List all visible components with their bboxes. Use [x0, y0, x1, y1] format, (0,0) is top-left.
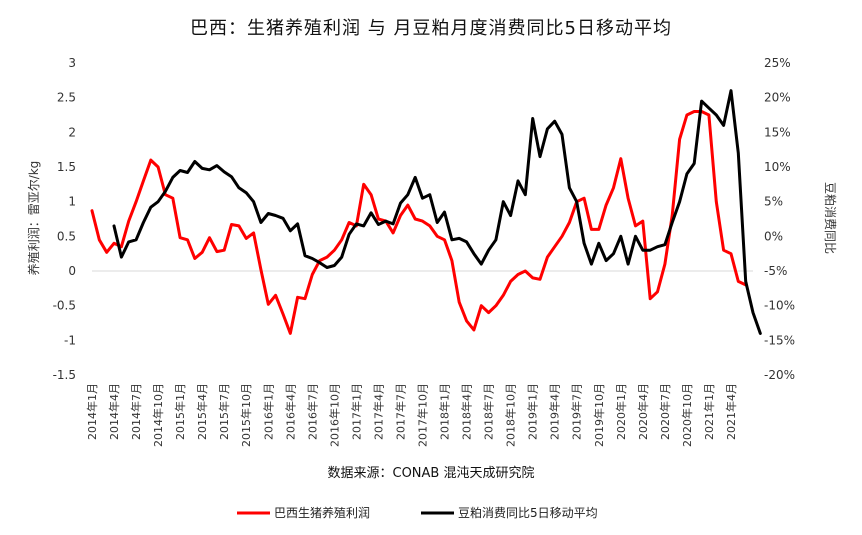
x-tick-label: 2018年1月: [438, 383, 452, 440]
left-tick-label: -1: [64, 333, 76, 347]
x-tick-label: 2015年7月: [217, 383, 231, 440]
x-tick-label: 2019年4月: [548, 383, 562, 440]
x-tick-label: 2016年7月: [305, 383, 319, 440]
x-tick-label: 2018年7月: [482, 383, 496, 440]
left-tick-label: 2: [68, 125, 76, 139]
x-tick-label: 2014年10月: [151, 383, 165, 447]
right-tick-label: -10%: [764, 299, 795, 313]
left-tick-label: -1.5: [53, 368, 76, 382]
legend-label-soymeal: 豆粕消费同比5日移动平均: [458, 505, 598, 520]
x-tick-label: 2016年1月: [261, 383, 275, 440]
left-tick-label: -0.5: [53, 299, 76, 313]
right-tick-label: 15%: [764, 125, 791, 139]
x-tick-label: 2021年4月: [724, 383, 738, 440]
x-tick-label: 2020年4月: [636, 383, 650, 440]
x-tick-label: 2020年1月: [614, 383, 628, 440]
left-axis-title: 养殖利润：雷亚尔/kg: [26, 161, 41, 276]
x-tick-label: 2015年10月: [239, 383, 253, 447]
left-axis: 3 2.5 2 1.5 1 0.5 0 -0.5 -1 -1.5: [53, 56, 76, 382]
legend: 巴西生猪养殖利润 豆粕消费同比5日移动平均: [237, 505, 598, 520]
x-tick-label: 2018年4月: [460, 383, 474, 440]
x-tick-label: 2015年4月: [195, 383, 209, 440]
right-tick-label: -15%: [764, 333, 795, 347]
left-tick-label: 1: [68, 195, 76, 209]
right-tick-label: -20%: [764, 368, 795, 382]
x-tick-label: 2017年7月: [393, 383, 407, 440]
series-line-soymeal: [112, 89, 762, 335]
right-tick-label: 20%: [764, 91, 791, 105]
left-tick-label: 3: [68, 56, 76, 70]
x-tick-label: 2014年7月: [129, 383, 143, 440]
left-tick-label: 0: [68, 264, 76, 278]
right-tick-label: -5%: [764, 264, 787, 278]
chart-title: 巴西：生猪养殖利润 与 月豆粕月度消费同比5日移动平均: [190, 17, 672, 39]
x-tick-label: 2014年1月: [85, 383, 99, 440]
x-tick-label: 2017年1月: [349, 383, 363, 440]
x-tick-label: 2014年4月: [107, 383, 121, 440]
legend-label-profit: 巴西生猪养殖利润: [274, 505, 370, 520]
right-axis-title: 豆粕消费同比: [823, 182, 838, 254]
left-tick-label: 0.5: [57, 229, 76, 243]
plot-area: 3 2.5 2 1.5 1 0.5 0 -0.5 -1 -1.5 25% 20% 15% 10% 5% 0%…: [53, 56, 795, 447]
x-tick-label: 2017年10月: [416, 383, 430, 447]
right-tick-label: 0%: [764, 229, 783, 243]
x-tick-label: 2017年4月: [371, 383, 385, 440]
x-tick-label: 2020年10月: [680, 383, 694, 447]
x-tick-label: 2019年1月: [526, 383, 540, 440]
x-tick-label: 2020年7月: [658, 383, 672, 440]
right-tick-label: 25%: [764, 56, 791, 70]
series-layer: [90, 89, 762, 335]
right-axis: 25% 20% 15% 10% 5% 0% -5% -10% -15% -20%: [764, 56, 795, 382]
x-tick-label: 2018年10月: [504, 383, 518, 447]
x-tick-label: 2016年10月: [327, 383, 341, 447]
x-tick-label: 2015年1月: [173, 383, 187, 440]
x-tick-label: 2019年10月: [592, 383, 606, 447]
right-tick-label: 5%: [764, 195, 783, 209]
x-tick-label: 2016年4月: [283, 383, 297, 440]
left-tick-label: 2.5: [57, 91, 76, 105]
left-tick-label: 1.5: [57, 160, 76, 174]
series-line-profit: [90, 110, 748, 335]
x-axis: 2014年1月 2014年4月 2014年7月 2014年10月 2015年1月 2015…: [85, 383, 738, 447]
data-source: 数据来源：CONAB 混沌天成研究院: [328, 466, 535, 481]
right-tick-label: 10%: [764, 160, 791, 174]
x-tick-label: 2019年7月: [570, 383, 584, 440]
x-tick-label: 2021年1月: [702, 383, 716, 440]
